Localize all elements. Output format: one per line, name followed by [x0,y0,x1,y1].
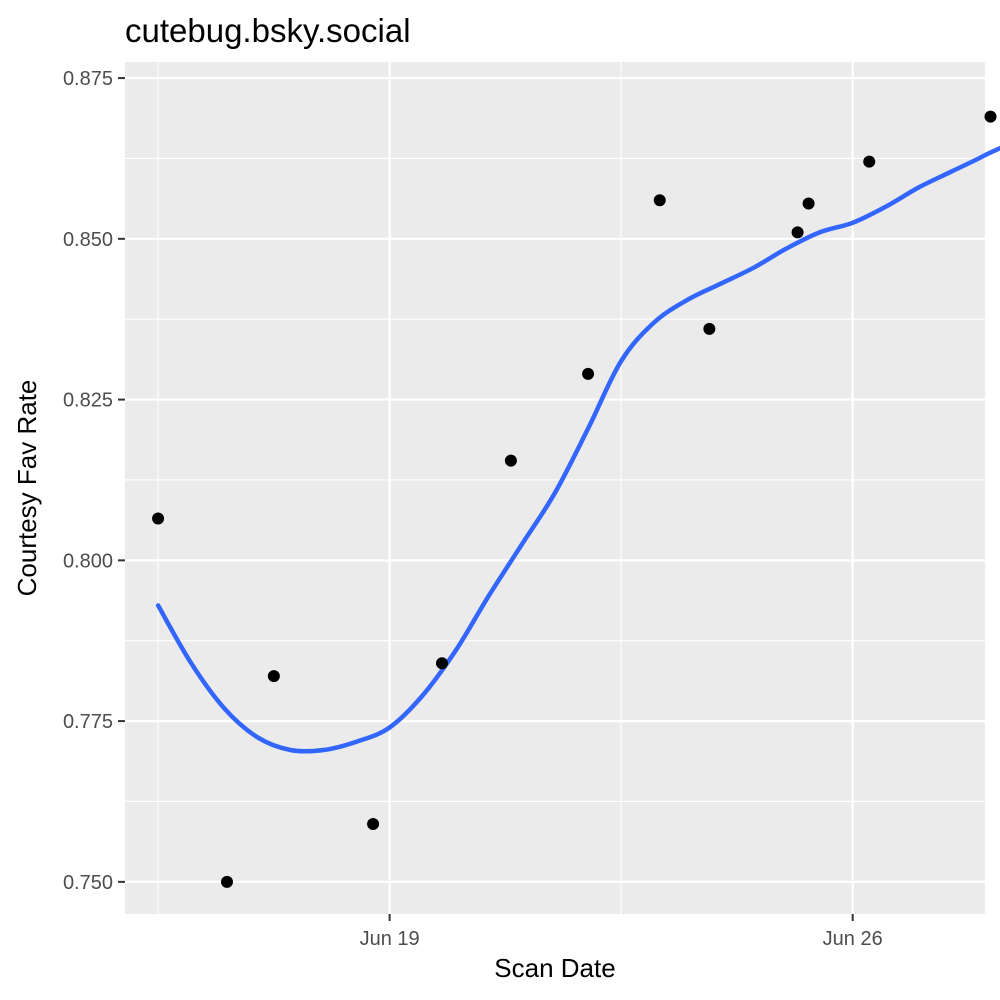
y-tick-label: 0.875 [63,68,113,90]
smooth-trend-line [155,145,1000,754]
panel-background [125,62,985,914]
x-tick-label: Jun 26 [823,928,883,950]
data-point [367,817,380,830]
y-tick-label: 0.800 [63,550,113,572]
y-tick-label: 0.850 [63,229,113,251]
data-point [791,226,804,239]
y-tick-label: 0.825 [63,390,113,412]
data-point [267,670,280,683]
data-point [504,454,517,467]
minor-grid [125,62,985,914]
data-point [703,322,716,335]
plot-panel [125,62,1000,914]
x-axis: Jun 19 Jun 26 [360,914,883,950]
major-grid [125,62,985,914]
data-point [984,110,997,123]
y-tick-label: 0.750 [63,872,113,894]
data-point [152,512,165,525]
x-axis-title: Scan Date [494,953,615,983]
points-layer [152,110,997,888]
data-point [653,194,666,207]
smooth-line-layer [155,145,1000,754]
chart-title: cutebug.bsky.social [125,12,411,49]
data-point [802,197,815,210]
data-point [582,367,595,380]
data-point [435,657,448,670]
y-tick-label: 0.775 [63,711,113,733]
data-point [863,155,876,168]
data-point [220,875,233,888]
y-axis: 0.750 0.775 0.800 0.825 0.850 0.875 [63,68,125,894]
x-tick-label: Jun 19 [360,928,420,950]
y-axis-title: Courtesy Fav Rate [12,380,42,597]
